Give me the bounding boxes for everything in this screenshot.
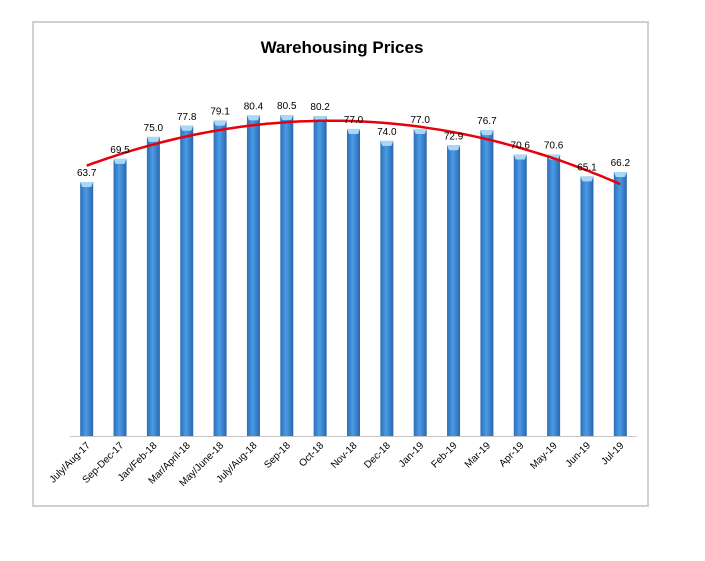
bar-body [480,130,494,436]
data-label: 80.2 [310,102,330,113]
bar [513,154,527,436]
x-tick-label: Mar-19 [463,440,493,470]
bar [180,125,194,436]
bar-top-cap [280,114,294,120]
x-tick-label: Jul-19 [599,440,626,467]
bar-top-cap [413,128,427,134]
bar-body [547,154,561,436]
bar [213,120,227,437]
bar-body [413,128,427,436]
bar-top-cap [246,115,260,121]
bar [80,181,94,436]
bar-top-cap [347,128,360,134]
data-label: 74.0 [377,127,397,138]
bar [480,130,494,436]
bar-body [513,154,527,436]
data-label: 76.7 [477,116,497,127]
bar-top-cap [113,158,127,164]
bar-chart: Warehousing Prices 63.7 69.5 75.0 77.8 79.1 8… [48,38,637,489]
x-tick-label: May-19 [528,440,560,472]
bar [113,158,127,436]
x-tick-label: Apr-19 [497,440,526,469]
bar-body [80,181,94,436]
bar-top-cap [80,181,94,187]
chart-frame: Warehousing Prices 63.7 69.5 75.0 77.8 79.1 8… [32,21,649,507]
bar [580,176,594,437]
bar [146,136,160,436]
data-labels-layer: 63.7 69.5 75.0 77.8 79.1 80.4 80.5 80.2 77.0 74.0… [77,101,631,179]
bars-layer [80,114,627,437]
bar-body [213,120,227,437]
bar [413,128,427,436]
bar-body [380,140,394,436]
data-label: 77.8 [177,112,197,123]
bar [313,116,327,436]
bar-top-cap [213,120,227,126]
data-label: 75.0 [144,123,164,134]
x-tick-label: Dec-18 [362,440,393,471]
data-label: 80.5 [277,101,297,112]
trendline [86,119,621,186]
bar-body [347,128,360,436]
data-label: 77.0 [410,115,430,126]
bar-body [447,145,461,437]
bar [547,154,561,436]
bar-top-cap [447,145,461,151]
bar [246,115,260,437]
bar-body [180,125,194,436]
x-tick-label: Feb-19 [429,440,459,470]
bar-body [246,115,260,437]
bar-body [280,114,294,436]
bar-top-cap [613,172,627,178]
x-tick-labels-layer: July/Aug-17Sep-Dec-17Jan/Feb-18Mar/April… [48,440,627,489]
bar-body [113,158,127,436]
data-label: 70.6 [511,140,531,151]
x-tick-label: Oct-18 [297,440,326,469]
data-label: 72.9 [444,131,464,142]
bar [347,128,360,436]
bar [447,145,461,437]
data-label: 77.0 [344,115,364,126]
data-label: 70.6 [544,140,564,151]
x-tick-label: Nov-18 [329,440,360,471]
data-label: 63.7 [77,168,97,179]
bar-body [146,136,160,436]
bar-top-cap [513,154,527,160]
x-tick-label: Jun-19 [564,440,594,470]
data-label: 79.1 [210,107,230,118]
data-label: 66.2 [611,158,631,169]
bar-top-cap [380,140,394,146]
data-label: 69.5 [110,145,130,156]
data-label: 80.4 [244,101,264,112]
bar [280,114,294,436]
chart-title: Warehousing Prices [261,38,424,57]
bar-top-cap [180,125,194,131]
bar-body [613,172,627,437]
x-tick-label: Sep-18 [262,440,293,471]
data-label: 65.1 [577,162,597,173]
bar-top-cap [580,176,594,182]
bar-body [580,176,594,437]
bar [613,172,627,437]
bar-top-cap [480,130,494,136]
bar-body [313,116,327,436]
bar-top-cap [146,136,160,142]
x-tick-label: Jan-19 [397,440,427,470]
bar [380,140,394,436]
